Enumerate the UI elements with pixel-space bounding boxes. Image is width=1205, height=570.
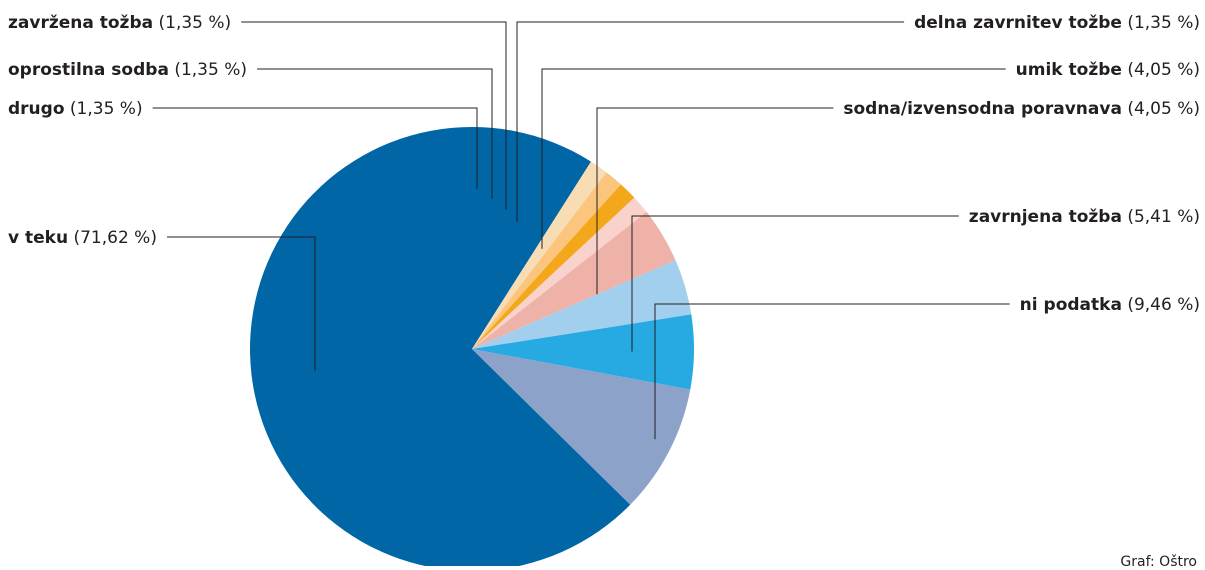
leader-line [654, 303, 1010, 440]
pie-labels: ni podatka (9,46 %) v teku (71,62 %) drugo… [8, 13, 1200, 440]
slice-label-name: v teku [8, 228, 68, 248]
slice-label-name: zavrnjena tožba [969, 207, 1122, 227]
slice-label-value: (1,35 %) [153, 13, 231, 33]
slice-label-value: (71,62 %) [68, 228, 157, 248]
pie-slices [250, 127, 694, 566]
leader-line [596, 107, 834, 295]
slice-label-value: (1,35 %) [65, 99, 143, 119]
slice-label: ni podatka (9,46 %) [1020, 295, 1200, 315]
slice-label-value: (4,05 %) [1122, 60, 1200, 80]
pie-slice-oprostilna-sodba [472, 172, 621, 349]
slice-label-name: umik tožbe [1016, 60, 1122, 80]
leader-line [152, 107, 478, 189]
slice-label: sodna/izvensodna poravnava (4,05 %) [843, 99, 1200, 119]
pie-slice-ni-podatka [472, 349, 691, 505]
slice-label-value: (1,35 %) [1122, 13, 1200, 33]
slice-label-name: delna zavrnitev tožbe [914, 13, 1122, 33]
pie-slice-drugo [472, 161, 607, 349]
pie-slice-zavrnjena-to-ba [472, 314, 694, 390]
slice-label-value: (9,46 %) [1122, 295, 1200, 315]
slice-label: zavrnjena tožba (5,41 %) [969, 207, 1200, 227]
pie-slice-umik-to-be [472, 211, 676, 349]
slice-label: drugo (1,35 %) [8, 99, 143, 119]
leader-line [516, 21, 905, 222]
slice-label: umik tožbe (4,05 %) [1016, 60, 1200, 80]
slice-label-name: zavržena tožba [8, 13, 153, 33]
leader-line [257, 68, 493, 199]
leader-line [541, 68, 1006, 249]
slice-label-name: drugo [8, 99, 65, 119]
slice-label: zavržena tožba (1,35 %) [8, 13, 231, 33]
pie-slice-v-teku [250, 127, 631, 566]
pie-slice-delna-zavrnitev-to-be [472, 197, 647, 349]
leader-line [631, 215, 959, 352]
slice-label: delna zavrnitev tožbe (1,35 %) [914, 13, 1200, 33]
slice-label-name: ni podatka [1020, 295, 1122, 315]
slice-label-name: sodna/izvensodna poravnava [843, 99, 1122, 119]
leader-line [167, 236, 316, 372]
slice-label: oprostilna sodba (1,35 %) [8, 60, 247, 80]
chart-credit: Graf: Oštro [1120, 554, 1197, 570]
slice-label: v teku (71,62 %) [8, 228, 157, 248]
slice-label-name: oprostilna sodba [8, 60, 169, 80]
slice-label-value: (1,35 %) [169, 60, 247, 80]
slice-label-value: (4,05 %) [1122, 99, 1200, 119]
leader-line [241, 21, 507, 210]
pie-slice-zavr-ena-to-ba [472, 184, 635, 349]
slice-label-value: (5,41 %) [1122, 207, 1200, 227]
pie-slice-sodna-izvensodna-poravnava [472, 260, 692, 349]
